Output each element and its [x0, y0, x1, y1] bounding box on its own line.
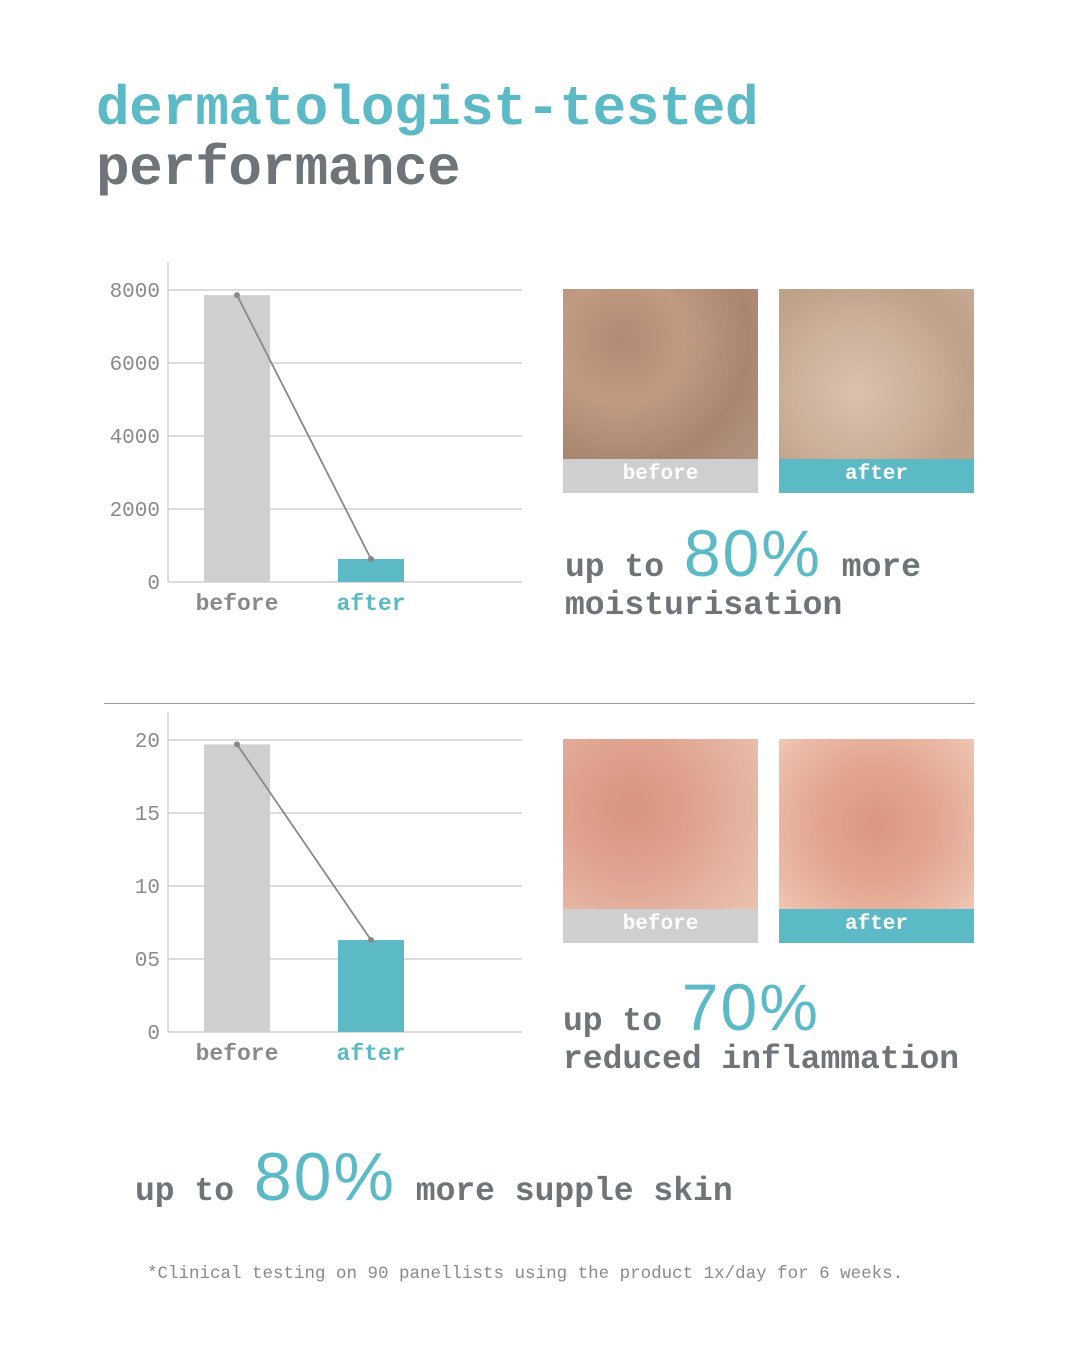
title-line-2: performance [96, 137, 461, 201]
moisturisation-chart: 0 2000 4000 6000 8000 before after [110, 262, 522, 617]
trend-line [236, 294, 372, 560]
y-tick-label: 6000 [110, 354, 160, 377]
section-divider [104, 703, 975, 704]
bar-before [204, 744, 270, 1032]
stat-value: 70% [681, 970, 820, 1044]
stat-value: 80% [683, 516, 822, 590]
stat-moisturisation: up to 80% more [565, 520, 921, 586]
trend-line [236, 743, 372, 941]
skin-before-image [563, 739, 758, 909]
title-line-1: dermatologist-tested [96, 77, 759, 141]
y-tick-label: 8000 [110, 281, 160, 304]
after-photo-2: after [779, 739, 974, 943]
stat-prefix: up to [565, 549, 665, 586]
y-tick-label: 4000 [110, 427, 160, 450]
after-label: after [779, 459, 974, 493]
trend-point-before [234, 292, 240, 299]
bar-after [338, 940, 404, 1032]
before-label: before [563, 459, 758, 493]
stat-prefix: up to [135, 1173, 235, 1210]
y-tick-label: 05 [135, 950, 160, 973]
bar-before [204, 295, 270, 582]
after-label: after [779, 909, 974, 943]
footnote: *Clinical testing on 90 panellists using… [147, 1264, 904, 1284]
x-label-after: after [336, 1041, 405, 1067]
before-photo-2: before [563, 739, 758, 943]
skin-after-image [779, 289, 974, 459]
trend-point-after [368, 556, 374, 563]
inflammation-chart: 0 05 10 15 20 before after [135, 712, 522, 1067]
x-label-after: after [336, 591, 405, 617]
y-tick-label: 20 [135, 731, 160, 754]
x-label-before: before [196, 1041, 279, 1067]
y-tick-label: 10 [135, 877, 160, 900]
bar-after [338, 559, 404, 582]
stat-supple-skin: up to 80% more supple skin [135, 1142, 733, 1227]
skin-after-image [779, 739, 974, 909]
y-tick-label: 2000 [110, 500, 160, 523]
skin-before-image [563, 289, 758, 459]
stat-line2: moisturisation [565, 587, 843, 624]
x-label-before: before [196, 591, 279, 617]
before-label: before [563, 909, 758, 943]
stat-inflammation: up to 70% [563, 974, 820, 1040]
y-tick-label: 0 [147, 1023, 160, 1046]
after-photo-1: after [779, 289, 974, 493]
stat-value: 80% [253, 1139, 396, 1215]
trend-point-before [234, 741, 240, 748]
trend-point-after [368, 937, 374, 944]
y-tick-label: 15 [135, 804, 160, 827]
y-tick-label: 0 [147, 573, 160, 596]
stat-line2: reduced inflammation [563, 1041, 960, 1078]
stat-suffix: more [841, 549, 921, 586]
before-photo-1: before [563, 289, 758, 493]
stat-suffix: more supple skin [415, 1173, 733, 1210]
stat-prefix: up to [563, 1003, 663, 1040]
